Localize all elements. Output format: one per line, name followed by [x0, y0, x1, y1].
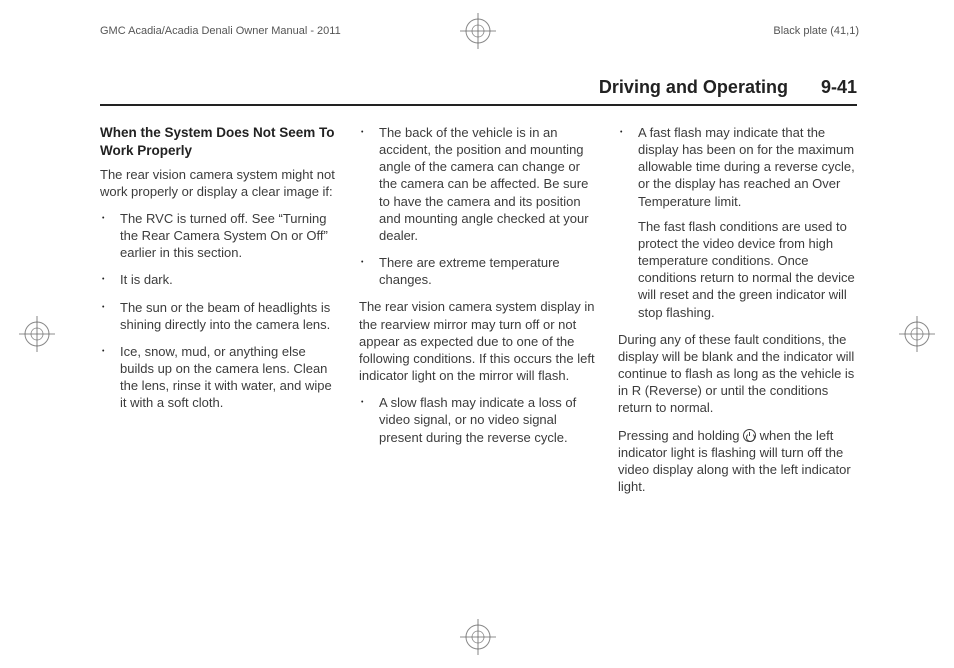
bullet-list: A fast flash may indicate that the displ…	[618, 124, 857, 321]
list-item: Ice, snow, mud, or anything else builds …	[100, 343, 339, 412]
list-item-text: A fast flash may indicate that the displ…	[638, 125, 855, 209]
list-item-sub: The fast flash conditions are used to pr…	[638, 218, 857, 321]
intro-paragraph: The rear vision camera system might not …	[100, 166, 339, 200]
registration-mark-left	[19, 316, 55, 352]
bullet-list: The back of the vehicle is in an acciden…	[359, 124, 598, 288]
paragraph-text-a: Pressing and holding	[618, 428, 743, 443]
column-2: The back of the vehicle is in an acciden…	[359, 124, 598, 505]
list-item: A slow flash may indicate a loss of vide…	[359, 394, 598, 445]
list-item: The RVC is turned off. See “Turning the …	[100, 210, 339, 261]
plate-info: Black plate (41,1)	[773, 25, 859, 37]
list-item: It is dark.	[100, 271, 339, 288]
paragraph: The rear vision camera system display in…	[359, 298, 598, 384]
text-columns: When the System Does Not Seem To Work Pr…	[100, 124, 857, 505]
registration-mark-right	[899, 316, 935, 352]
column-1: When the System Does Not Seem To Work Pr…	[100, 124, 339, 505]
paragraph: Pressing and holding when the left indic…	[618, 427, 857, 496]
list-item: A fast flash may indicate that the displ…	[618, 124, 857, 321]
subheading: When the System Does Not Seem To Work Pr…	[100, 124, 339, 160]
print-header: GMC Acadia/Acadia Denali Owner Manual - …	[100, 25, 859, 37]
registration-mark-bottom	[460, 619, 496, 655]
bullet-list: The RVC is turned off. See “Turning the …	[100, 210, 339, 412]
page-number: 9-41	[821, 77, 857, 97]
manual-page: GMC Acadia/Acadia Denali Owner Manual - …	[0, 0, 954, 668]
list-item: There are extreme temperature changes.	[359, 254, 598, 288]
section-title: Driving and Operating	[599, 77, 788, 97]
manual-title: GMC Acadia/Acadia Denali Owner Manual - …	[100, 25, 341, 37]
bullet-list: A slow flash may indicate a loss of vide…	[359, 394, 598, 445]
column-3: A fast flash may indicate that the displ…	[618, 124, 857, 505]
running-head: Driving and Operating 9-41	[100, 77, 857, 106]
paragraph: During any of these fault conditions, th…	[618, 331, 857, 417]
list-item: The back of the vehicle is in an acciden…	[359, 124, 598, 244]
power-button-icon	[743, 429, 756, 442]
list-item: The sun or the beam of headlights is shi…	[100, 299, 339, 333]
content-frame: Driving and Operating 9-41 When the Syst…	[100, 77, 857, 505]
